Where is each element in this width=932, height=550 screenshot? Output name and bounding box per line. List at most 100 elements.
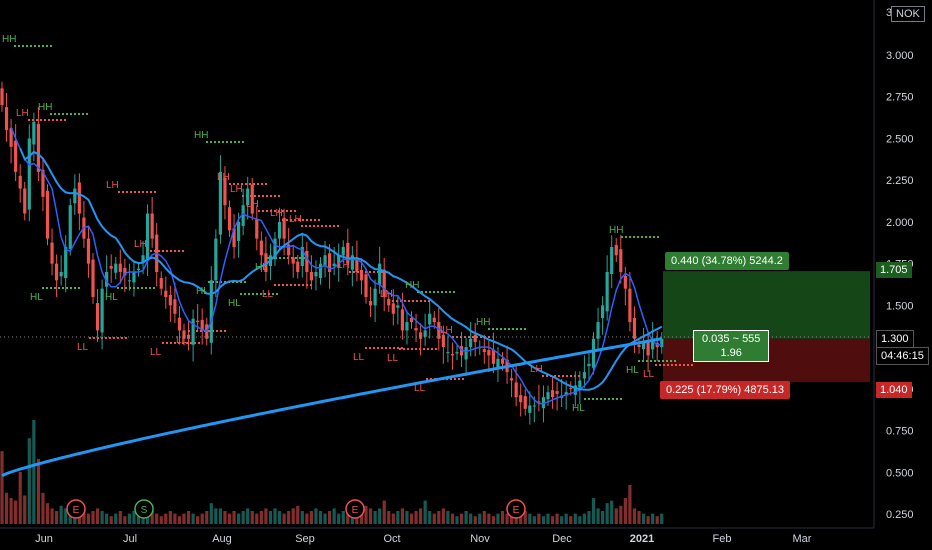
candle-body <box>500 358 505 364</box>
swing-label-lh: LH <box>246 199 259 210</box>
candle-body <box>391 303 395 314</box>
event-marker-e[interactable]: E <box>345 499 365 519</box>
candle-body <box>323 255 327 266</box>
volume-bar <box>528 513 532 524</box>
volume-bar <box>14 500 18 524</box>
volume-bar <box>641 513 646 524</box>
volume-bar <box>459 513 464 524</box>
target-price-label: 1.705 <box>876 262 912 278</box>
candle-body <box>414 328 418 331</box>
x-axis: Jun Jul Aug Sep Oct Nov Dec 2021 Feb Mar <box>35 533 812 545</box>
swing-label-hh: HH <box>2 34 16 45</box>
volume-bar <box>591 498 596 524</box>
volume-bar <box>164 513 168 524</box>
position-center-label[interactable]: 0.035 ~ 555 1.96 <box>693 330 770 362</box>
volume-bar <box>364 505 368 524</box>
candle-body <box>237 221 241 241</box>
volume-bar <box>464 511 468 524</box>
volume-bars <box>0 420 664 524</box>
volume-bar <box>523 511 527 524</box>
volume-bar <box>27 438 31 524</box>
volume-bar <box>55 511 59 524</box>
volume-bar <box>537 513 541 524</box>
swing-label-hl: HL <box>105 292 118 303</box>
swing-label-hh: HH <box>609 225 623 236</box>
event-marker-label: E <box>73 505 80 516</box>
event-marker-s[interactable]: S <box>134 499 154 519</box>
candle-body <box>364 274 368 298</box>
candle-body <box>355 257 359 272</box>
volume-bar <box>200 513 204 524</box>
candle-body <box>396 305 400 308</box>
volume-bar <box>610 500 614 524</box>
swing-label-lh: LH <box>230 184 243 195</box>
volume-bar <box>560 516 564 524</box>
volume-bar <box>400 508 404 524</box>
volume-bar <box>18 472 22 524</box>
event-marker-e[interactable]: E <box>506 499 526 519</box>
volume-bar <box>510 516 514 524</box>
mid-moving-average-line <box>19 148 663 391</box>
stop-stats-label[interactable]: 0.225 (17.79%) 4875.13 <box>660 381 791 399</box>
candle-body <box>287 244 291 256</box>
candle-body <box>232 228 236 247</box>
candle-body <box>632 318 637 339</box>
volume-bar <box>214 508 218 524</box>
candle-body <box>146 213 150 260</box>
candle-body <box>196 320 200 323</box>
target-stats-label[interactable]: 0.440 (34.78%) 5244.2 <box>665 252 789 270</box>
candle-body <box>27 138 31 210</box>
swing-label-hl: HL <box>30 292 43 303</box>
event-marker-label: E <box>352 505 359 516</box>
candle-body <box>105 271 109 287</box>
candle-body <box>646 340 650 356</box>
volume-bar <box>95 508 100 524</box>
swing-label-ll: LL <box>77 342 89 353</box>
event-marker-e[interactable]: E <box>66 499 86 519</box>
volume-bar <box>387 511 391 524</box>
swing-label-lh: LH <box>440 325 453 336</box>
candle-body <box>419 332 423 339</box>
volume-bar <box>368 508 373 524</box>
candle-body <box>564 392 568 396</box>
candle-body <box>86 238 91 264</box>
volume-bar <box>237 513 241 524</box>
candle-body <box>318 263 323 278</box>
candle-body <box>177 317 182 331</box>
candle-body <box>209 280 213 343</box>
volume-bar <box>141 513 145 524</box>
volume-bar <box>378 508 382 524</box>
candle-body <box>300 246 304 266</box>
candle-body <box>373 288 377 306</box>
candle-body <box>491 349 495 364</box>
volume-bar <box>255 513 259 524</box>
swing-label-ll: LL <box>262 289 274 300</box>
candle-body <box>519 395 523 403</box>
candlesticks <box>0 81 664 425</box>
candle-body <box>0 88 4 106</box>
risk-quantity: 0.035 ~ 555 <box>702 333 761 345</box>
x-tick-label: Feb <box>713 533 732 545</box>
currency-badge[interactable]: NOK <box>891 6 925 22</box>
x-tick-label: Jun <box>35 533 53 545</box>
candle-body <box>100 288 104 333</box>
volume-bar <box>91 511 95 524</box>
swing-label-hh: HH <box>38 102 52 113</box>
candle-body <box>487 350 491 356</box>
candle-body <box>132 271 136 283</box>
candle-body <box>601 305 605 319</box>
candle-body <box>227 207 232 231</box>
volume-bar <box>305 513 309 524</box>
candle-body <box>59 271 63 277</box>
swing-label-lh: LH <box>134 239 147 250</box>
candle-body <box>55 263 59 281</box>
candle-body <box>641 342 646 350</box>
x-tick-label: Nov <box>470 533 490 545</box>
candle-body <box>41 169 45 197</box>
candle-body <box>582 372 586 379</box>
candle-body <box>337 255 341 268</box>
candle-body <box>282 217 286 239</box>
candle-body <box>255 219 259 239</box>
